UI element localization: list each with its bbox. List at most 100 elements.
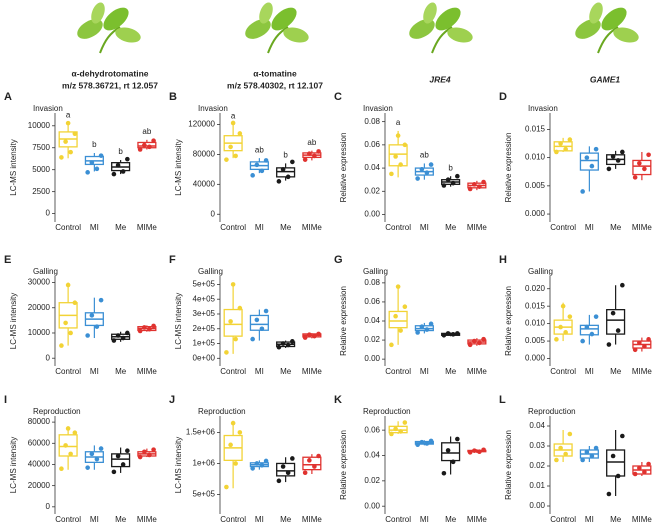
data-point: [94, 166, 100, 172]
data-point: [259, 168, 265, 174]
x-tick-label: Me: [280, 223, 292, 232]
data-point: [554, 337, 559, 342]
data-point: [237, 305, 243, 311]
data-point: [280, 167, 286, 172]
data-point: [563, 330, 568, 335]
data-point: [610, 154, 616, 159]
y-tick-label: 0.06: [364, 297, 380, 306]
panel-letter: G: [334, 254, 343, 266]
data-point: [254, 461, 260, 466]
x-tick-label: Control: [550, 367, 576, 376]
y-tick-label: 0.015: [525, 301, 546, 310]
data-point: [59, 155, 64, 160]
data-point: [642, 469, 647, 475]
panel-subtitle: Invasion: [363, 104, 393, 113]
panel-letter: L: [499, 394, 506, 406]
data-point: [563, 146, 568, 152]
data-point: [89, 160, 95, 165]
box: [137, 141, 157, 149]
data-point: [584, 449, 590, 455]
data-point: [554, 457, 559, 463]
data-point: [307, 458, 312, 463]
significance-letter: b: [118, 147, 123, 156]
data-point: [290, 339, 295, 344]
y-tick-label: 1.5e+06: [186, 428, 216, 437]
x-tick-label: MI: [420, 223, 429, 232]
x-tick-label: MIMe: [632, 367, 653, 376]
data-point: [65, 282, 71, 288]
box: [111, 453, 131, 468]
data-point: [63, 443, 68, 448]
data-point: [389, 431, 394, 437]
data-point: [65, 426, 71, 431]
significance-letter: a: [231, 112, 236, 121]
x-tick-label: Control: [385, 367, 411, 376]
panel-letter: I: [4, 394, 7, 406]
panel-subtitle: Reproduction: [33, 407, 81, 416]
y-axis-label: LC-MS intensity: [174, 139, 183, 195]
data-point: [610, 453, 616, 459]
y-tick-label: 0.08: [364, 278, 380, 287]
y-axis-label: Relative expression: [339, 133, 348, 203]
data-point: [147, 144, 152, 150]
data-point: [72, 131, 78, 136]
data-point: [415, 442, 420, 448]
box: [632, 159, 652, 176]
data-point: [98, 297, 104, 303]
data-point: [472, 338, 477, 344]
data-point: [554, 149, 559, 155]
panel-letter: A: [4, 91, 12, 103]
y-tick-label: 0.08: [364, 117, 380, 126]
plant-icon: [404, 0, 476, 55]
data-point: [441, 183, 447, 188]
panel-subtitle: Galling: [198, 267, 223, 276]
y-axis-label: Relative expression: [504, 133, 513, 203]
data-point: [120, 462, 126, 467]
data-point: [560, 303, 566, 309]
data-point: [467, 186, 473, 192]
data-point: [632, 175, 638, 180]
data-point: [467, 450, 473, 455]
x-tick-label: MIMe: [137, 223, 158, 232]
data-point: [230, 282, 236, 287]
data-point: [151, 447, 156, 452]
data-point: [389, 342, 394, 348]
y-tick-label: 20000: [28, 481, 51, 490]
y-tick-label: 0: [211, 209, 216, 218]
x-tick-label: Control: [550, 223, 576, 232]
data-point: [567, 314, 573, 319]
y-tick-label: 60000: [28, 438, 51, 447]
data-point: [481, 447, 486, 453]
data-point: [59, 343, 64, 348]
data-point: [68, 451, 73, 457]
y-axis-label: Relative expression: [339, 286, 348, 356]
x-tick-label: Me: [610, 515, 622, 524]
data-point: [250, 336, 255, 342]
panel-subtitle: Reproduction: [528, 407, 576, 416]
data-point: [424, 170, 430, 176]
data-point: [259, 326, 265, 332]
data-point: [280, 464, 286, 469]
data-point: [68, 149, 73, 155]
data-point: [147, 452, 152, 458]
x-tick-label: Control: [55, 223, 81, 232]
box: [388, 144, 408, 167]
data-point: [120, 169, 126, 174]
significance-letter: ab: [307, 138, 316, 147]
data-point: [481, 336, 486, 342]
panel-letter: E: [4, 254, 11, 266]
panel-subtitle: Invasion: [198, 104, 228, 113]
data-point: [228, 319, 233, 324]
box: [58, 434, 78, 457]
data-point: [250, 173, 255, 178]
data-point: [259, 463, 265, 468]
box: [579, 324, 599, 336]
y-tick-label: 10000: [28, 328, 51, 337]
data-point: [563, 451, 568, 457]
data-point: [111, 338, 117, 343]
data-point: [606, 166, 612, 172]
data-point: [302, 335, 308, 340]
y-tick-label: 1e+06: [193, 459, 216, 468]
box: [441, 442, 461, 462]
y-tick-label: 0: [46, 209, 51, 218]
